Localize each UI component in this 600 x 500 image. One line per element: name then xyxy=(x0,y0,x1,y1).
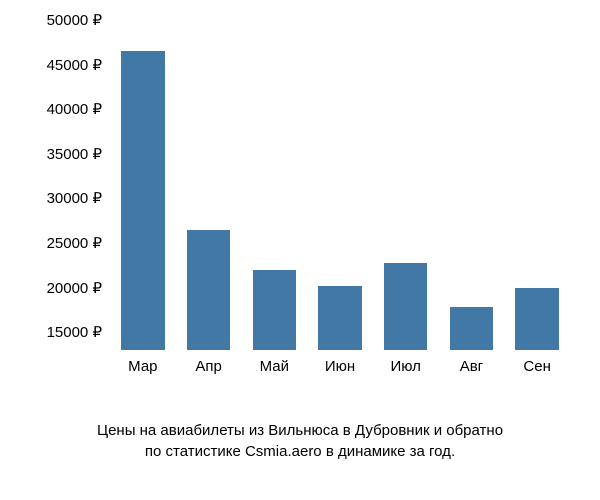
bar xyxy=(253,270,296,350)
x-tick-label: Июл xyxy=(390,358,420,375)
y-tick-label: 35000 ₽ xyxy=(47,145,102,163)
bar xyxy=(318,286,361,350)
y-tick-label: 20000 ₽ xyxy=(47,279,102,297)
x-tick-label: Июн xyxy=(325,358,355,375)
bar xyxy=(515,288,558,350)
x-tick-label: Май xyxy=(260,358,289,375)
caption-line-1: Цены на авиабилеты из Вильнюса в Дубровн… xyxy=(0,420,600,441)
y-tick-label: 45000 ₽ xyxy=(47,56,102,74)
x-tick-label: Апр xyxy=(195,358,221,375)
x-tick-label: Авг xyxy=(460,358,483,375)
y-tick-label: 25000 ₽ xyxy=(47,234,102,252)
bar xyxy=(187,230,230,350)
x-tick-label: Сен xyxy=(523,358,550,375)
price-bar-chart: 15000 ₽ 20000 ₽ 25000 ₽ 30000 ₽ 35000 ₽ 40000… xyxy=(30,20,570,400)
x-tick-label: Мар xyxy=(128,358,157,375)
y-tick-label: 40000 ₽ xyxy=(47,100,102,118)
y-tick-label: 50000 ₽ xyxy=(47,11,102,29)
plot-area xyxy=(110,20,570,350)
bar xyxy=(121,51,164,350)
caption-line-2: по статистике Csmia.aero в динамике за г… xyxy=(0,441,600,462)
chart-caption: Цены на авиабилеты из Вильнюса в Дубровн… xyxy=(0,420,600,462)
bar xyxy=(450,307,493,350)
y-tick-label: 15000 ₽ xyxy=(47,323,102,341)
y-axis: 15000 ₽ 20000 ₽ 25000 ₽ 30000 ₽ 35000 ₽ 40000… xyxy=(30,20,110,350)
y-tick-label: 30000 ₽ xyxy=(47,189,102,207)
bar xyxy=(384,263,427,350)
x-axis: Мар Апр Май Июн Июл Авг Сен xyxy=(110,350,570,390)
